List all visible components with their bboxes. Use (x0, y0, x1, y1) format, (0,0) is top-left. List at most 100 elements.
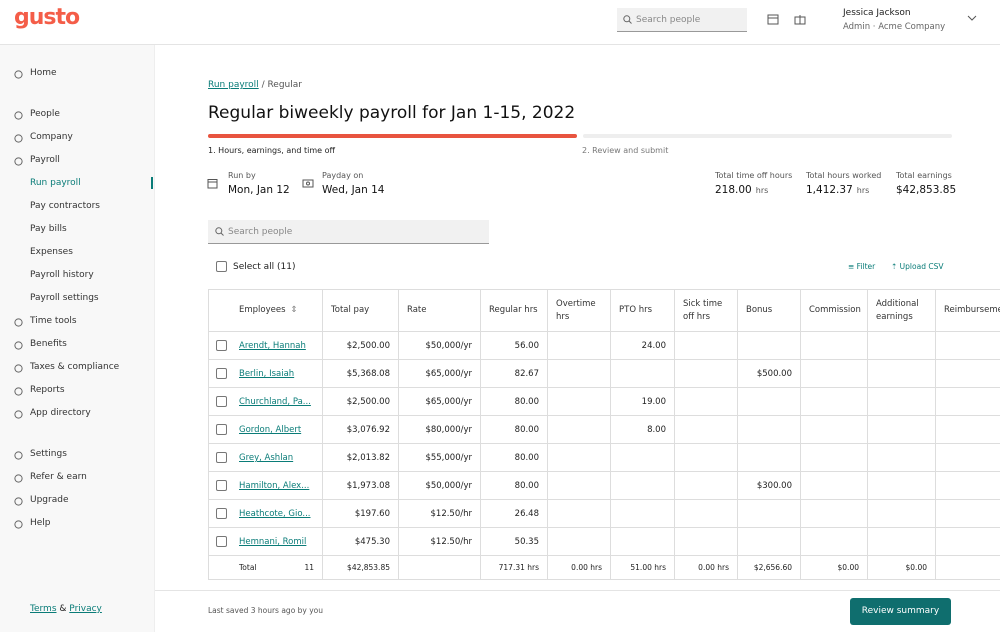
checkbox[interactable] (216, 396, 227, 407)
cell (674, 443, 738, 472)
employee-row: Heathcote, Gio... $197.60 $12.50/hr 26.48 (208, 499, 1000, 528)
cell-value: 717.31 hrs (498, 563, 539, 572)
nav-item[interactable]: People (30, 109, 60, 119)
nav-icon (14, 70, 23, 79)
cell-value: 80.00 (514, 396, 539, 407)
progress-done (208, 134, 577, 138)
cell-value: $500.00 (756, 368, 792, 379)
cell (674, 499, 738, 528)
cell (674, 527, 738, 556)
nav-item[interactable]: Run payroll (30, 178, 81, 188)
cell (610, 499, 675, 528)
cell: $300.00 (737, 471, 801, 500)
cell (547, 443, 611, 472)
employee-link[interactable]: Hemnani, Romil (239, 537, 307, 547)
cell: 80.00 (480, 387, 548, 416)
cell (935, 527, 1000, 556)
employee-link[interactable]: Gordon, Albert (239, 425, 302, 435)
step: 1. Hours, earnings, and time off (208, 146, 335, 155)
logo[interactable]: gusto (14, 5, 80, 30)
payday-label: Payday on (322, 171, 364, 180)
cell: Arendt, Hannah (208, 331, 323, 360)
cell-value: 50.35 (514, 536, 539, 547)
cell (800, 331, 868, 360)
cell (398, 555, 481, 580)
employee-link[interactable]: Arendt, Hannah (239, 341, 306, 351)
employee-link[interactable]: Berlin, Isaiah (239, 369, 295, 379)
nav-item[interactable]: Time tools (30, 316, 77, 326)
nav-item[interactable]: Reports (30, 385, 65, 395)
sort-icon[interactable]: ⇕ (290, 305, 298, 315)
checkbox[interactable] (216, 368, 227, 379)
cell (674, 387, 738, 416)
cell-value: $5,368.08 (346, 368, 390, 379)
stat-label: Total earnings (896, 171, 952, 180)
nav-item[interactable]: Payroll history (30, 270, 94, 280)
nav-item[interactable]: Home (30, 68, 57, 78)
nav-item[interactable]: Payroll settings (30, 293, 99, 303)
cell: $2,656.60 (737, 555, 801, 580)
nav-item[interactable]: Expenses (30, 247, 73, 257)
upload-csv[interactable]: ⇡ Upload CSV (891, 262, 944, 271)
privacy-link[interactable]: Privacy (69, 604, 102, 614)
column-label: Overtime hrs (556, 298, 596, 322)
cell-value: $300.00 (756, 480, 792, 491)
nav-item[interactable]: Help (30, 518, 51, 528)
calendar-icon (207, 179, 218, 189)
chevron[interactable] (967, 14, 977, 22)
checkbox[interactable] (216, 452, 227, 463)
nav-icon (14, 387, 23, 396)
checkbox[interactable] (216, 340, 227, 351)
employee-link[interactable]: Churchland, Pa... (239, 397, 311, 407)
cell-value: $55,000/yr (425, 452, 472, 463)
nav-item[interactable]: Company (30, 132, 73, 142)
employee-row: Churchland, Pa... $2,500.00 $65,000/yr 80.0… (208, 387, 1000, 416)
cell (800, 415, 868, 444)
column-label: Reimbursements (944, 305, 1000, 315)
checkbox[interactable] (216, 424, 227, 435)
nav-item[interactable]: Taxes & compliance (30, 362, 120, 372)
employee-link[interactable]: Hamilton, Alex... (239, 481, 310, 491)
column-header[interactable]: Employees ⇕ (208, 289, 323, 332)
employee-link[interactable]: Grey, Ashlan (239, 453, 294, 463)
cell-value: $197.60 (354, 508, 390, 519)
review-button[interactable]: Review summary (850, 598, 951, 625)
column-label: Commission (809, 305, 861, 315)
nav-item[interactable]: Payroll (30, 155, 60, 165)
filter[interactable]: ≡ Filter (848, 262, 876, 271)
cell: $0.00 (867, 555, 936, 580)
cell (610, 443, 675, 472)
search-box[interactable]: Search people (617, 8, 747, 32)
cell: 19.00 (610, 387, 675, 416)
column-label: PTO hrs (619, 305, 653, 315)
nav-item[interactable]: Upgrade (30, 495, 69, 505)
checkbox[interactable] (216, 480, 227, 491)
nav-item[interactable]: Refer & earn (30, 472, 87, 482)
nav-item[interactable]: Settings (30, 449, 67, 459)
checkbox[interactable] (216, 261, 227, 272)
nav-item[interactable]: Benefits (30, 339, 67, 349)
cell: $12.50/hr (398, 499, 481, 528)
nav-item[interactable]: Pay bills (30, 224, 67, 234)
filter-label: Filter (856, 262, 876, 271)
cell: Berlin, Isaiah (208, 359, 323, 388)
calendar-icon[interactable] (767, 13, 779, 25)
cell: 0.00 hrs (547, 555, 611, 580)
column-label: Additional earnings (876, 298, 919, 322)
checkbox[interactable] (216, 508, 227, 519)
cell-value: $1,973.08 (346, 480, 390, 491)
cell (935, 387, 1000, 416)
user-name[interactable]: Jessica Jackson (843, 8, 911, 18)
step: 2. Review and submit (582, 146, 669, 155)
checkbox[interactable] (216, 536, 227, 547)
breadcrumb-link[interactable]: Run payroll (208, 80, 259, 90)
gift-icon[interactable] (794, 13, 806, 25)
employee-link[interactable]: Heathcote, Gio... (239, 509, 311, 519)
table-search[interactable]: Search people (208, 220, 489, 244)
nav-item[interactable]: App directory (30, 408, 91, 418)
select-all[interactable]: Select all (11) (216, 261, 295, 272)
nav-item[interactable]: Pay contractors (30, 201, 101, 211)
terms-link[interactable]: Terms (30, 604, 57, 614)
cell: 82.67 (480, 359, 548, 388)
column-header: Regular hrs (480, 289, 548, 332)
